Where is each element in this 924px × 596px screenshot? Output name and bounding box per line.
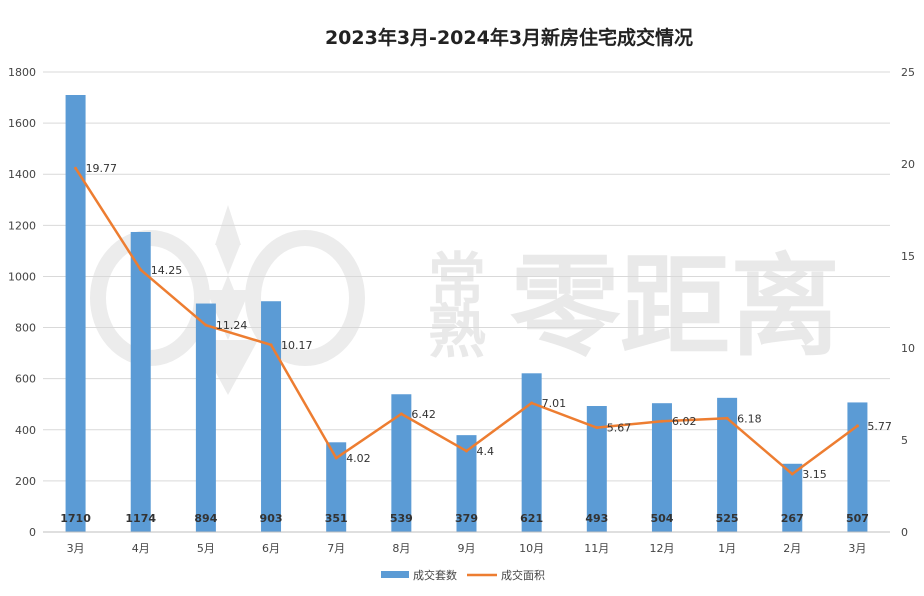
bar-value-label: 507 [846, 512, 869, 525]
bar [782, 463, 803, 532]
line-value-label: 10.17 [281, 339, 313, 352]
x-tick-label: 1月 [718, 542, 736, 555]
bar [195, 303, 216, 532]
x-tick-label: 8月 [392, 542, 410, 555]
x-tick-label: 6月 [262, 542, 280, 555]
y-left-tick-label: 600 [15, 373, 36, 386]
bar [717, 397, 738, 532]
y-left-tick-label: 800 [15, 322, 36, 335]
x-tick-label: 9月 [458, 542, 476, 555]
x-tick-label: 3月 [67, 542, 85, 555]
bar-value-label: 903 [260, 512, 283, 525]
x-tick-label: 10月 [519, 542, 544, 555]
y-left-tick-label: 1000 [8, 270, 36, 283]
bar [65, 95, 86, 532]
bar-value-label: 894 [194, 512, 217, 525]
line-value-label: 4.4 [477, 445, 495, 458]
x-tick-label: 7月 [327, 542, 345, 555]
bar-value-label: 621 [520, 512, 543, 525]
line-value-label: 6.02 [672, 415, 697, 428]
bar [847, 402, 868, 532]
bars [65, 95, 868, 532]
line-value-label: 4.02 [346, 452, 371, 465]
line-value-label: 11.24 [216, 319, 248, 332]
bar-value-label: 267 [781, 512, 804, 525]
line-point [204, 323, 208, 327]
line-point [399, 412, 403, 416]
y-left-tick-label: 400 [15, 424, 36, 437]
line-point [660, 419, 664, 423]
bar [326, 442, 347, 532]
line-point [74, 166, 78, 170]
line-value-label: 6.18 [737, 412, 762, 425]
x-tick-label: 11月 [584, 542, 609, 555]
line-point [530, 401, 534, 405]
line-value-label: 5.67 [607, 422, 632, 435]
chart-title: 2023年3月-2024年3月新房住宅成交情况 [325, 26, 693, 49]
line-value-label: 6.42 [411, 408, 436, 421]
line-point [595, 426, 599, 430]
line-value-label: 3.15 [802, 468, 827, 481]
y-left-tick-label: 1200 [8, 219, 36, 232]
line-point [725, 416, 729, 420]
bar-value-label: 504 [650, 512, 673, 525]
line-value-label: 5.77 [867, 420, 892, 433]
line-series [74, 166, 859, 476]
bar [521, 373, 542, 532]
line-point [790, 472, 794, 476]
x-tick-label: 3月 [848, 542, 866, 555]
x-tick-label: 4月 [132, 542, 150, 555]
bar [391, 394, 412, 532]
x-tick-label: 12月 [649, 542, 674, 555]
legend: 成交套数 成交面积 [381, 568, 545, 582]
line-value-label: 7.01 [542, 397, 567, 410]
watermark-char-2: 熟 [428, 298, 486, 366]
bar-value-label: 379 [455, 512, 478, 525]
bar [130, 231, 151, 532]
y-left-tick-label: 1400 [8, 168, 36, 181]
line-point [139, 268, 143, 272]
line-point [334, 456, 338, 460]
bar-value-label: 1174 [125, 512, 156, 525]
watermark-ring-right [245, 230, 365, 366]
bar [456, 435, 477, 532]
y-left-tick-label: 1600 [8, 117, 36, 130]
y-right-tick-label: 10 [901, 342, 915, 355]
y-left-tick-label: 0 [29, 526, 36, 539]
line-point [465, 449, 468, 453]
line-value-label: 19.77 [86, 162, 118, 175]
legend-bar-label: 成交套数 [413, 568, 457, 582]
legend-bar-swatch [381, 571, 409, 578]
axes: 0 200 400 600 800 1000 1200 1400 1600 1800 0 5 10 15 2… [8, 66, 915, 555]
bar [261, 301, 282, 532]
line-value-label: 14.25 [151, 264, 183, 277]
y-right-tick-label: 15 [901, 250, 915, 263]
x-tick-label: 5月 [197, 542, 215, 555]
y-right-tick-label: 20 [901, 158, 915, 171]
y-left-tick-label: 1800 [8, 66, 36, 79]
y-left-tick-label: 200 [15, 475, 36, 488]
x-tick-label: 2月 [783, 542, 801, 555]
y-right-tick-label: 5 [901, 434, 908, 447]
line-point [855, 424, 859, 428]
bar-value-label: 539 [390, 512, 413, 525]
bar-value-label: 493 [585, 512, 608, 525]
bar-value-label: 1710 [60, 512, 91, 525]
bar [586, 406, 607, 532]
bar [651, 403, 672, 532]
bar-value-label: 351 [325, 512, 348, 525]
watermark-char-1: 常 [428, 246, 486, 314]
watermark-text: 零距离 [510, 243, 840, 371]
bar-value-label: 525 [716, 512, 739, 525]
y-right-tick-label: 0 [901, 526, 908, 539]
y-right-tick-label: 25 [901, 66, 915, 79]
data-labels: 1710 1174 894 903 351 539 379 621 493 504 525 267 50… [60, 162, 892, 525]
legend-line-label: 成交面积 [501, 568, 545, 582]
line-point [269, 343, 273, 347]
